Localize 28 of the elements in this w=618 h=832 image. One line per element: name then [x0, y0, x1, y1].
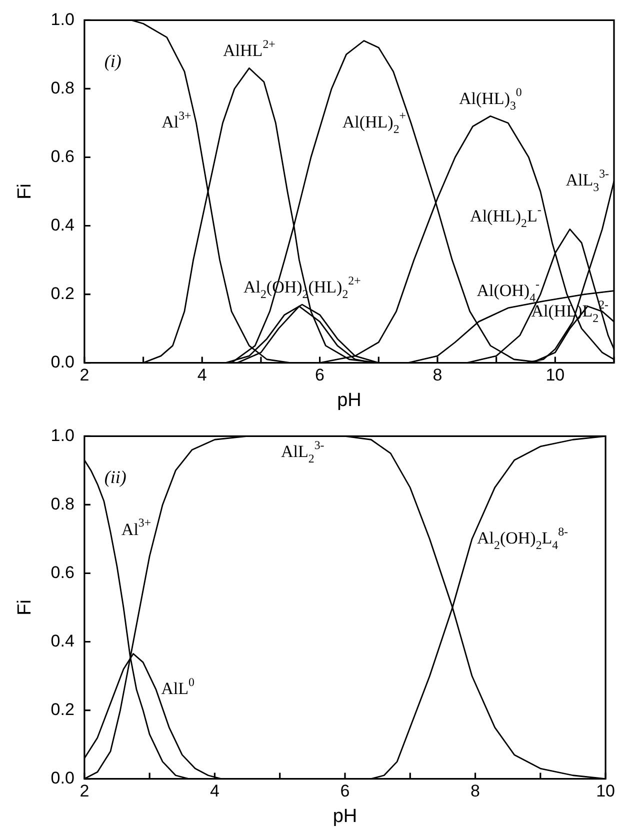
x-tick-label: 2 — [80, 782, 90, 801]
y-tick-label: 1.0 — [50, 10, 74, 29]
y-tick-label: 0.6 — [50, 562, 74, 582]
x-tick-label: 10 — [596, 782, 616, 801]
y-tick-label: 0.8 — [50, 494, 74, 514]
y-tick-label: 0.2 — [50, 284, 74, 303]
y-tick-label: 0.4 — [50, 631, 74, 650]
y-tick-label: 0.6 — [50, 146, 74, 166]
x-tick-label: 4 — [210, 782, 220, 801]
x-axis-title: pH — [337, 390, 362, 411]
y-tick-label: 0.2 — [50, 700, 74, 719]
x-tick-label: 10 — [546, 366, 565, 385]
x-tick-label: 6 — [315, 366, 325, 385]
x-tick-label: 2 — [80, 366, 90, 385]
y-tick-label: 1.0 — [50, 426, 74, 445]
y-tick-label: 0.0 — [50, 768, 74, 788]
y-axis-title: Fi — [14, 600, 36, 616]
x-axis-title: pH — [332, 806, 358, 827]
x-tick-label: 4 — [197, 366, 207, 385]
annotation: (ii) — [104, 466, 126, 487]
x-tick-label: 6 — [340, 782, 350, 801]
y-axis-title: Fi — [14, 184, 36, 200]
annotation: (i) — [104, 50, 122, 71]
y-tick-label: 0.4 — [50, 215, 74, 234]
x-tick-label: 8 — [432, 366, 442, 385]
x-tick-label: 8 — [470, 782, 480, 801]
y-tick-label: 0.0 — [50, 352, 74, 372]
y-tick-label: 0.8 — [50, 78, 74, 98]
